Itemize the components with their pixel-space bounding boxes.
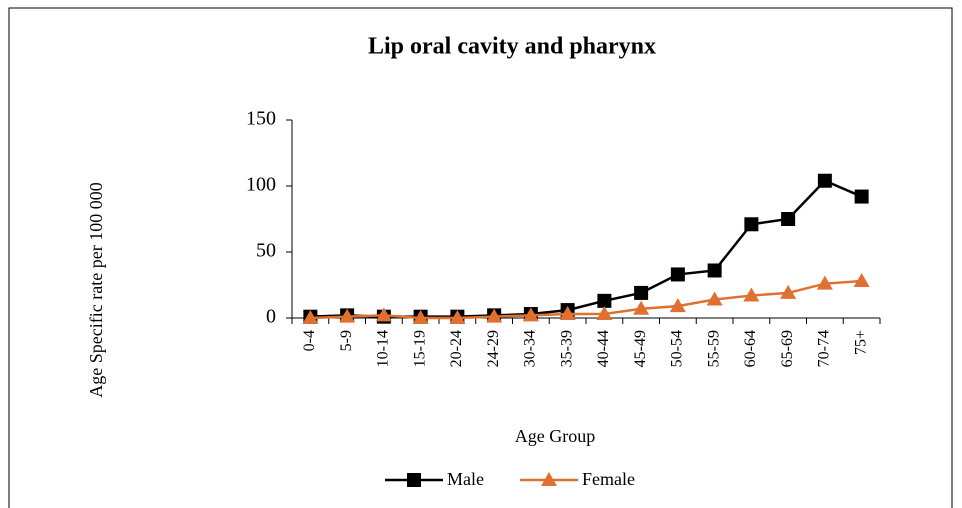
marker <box>816 275 833 290</box>
marker <box>559 306 576 321</box>
marker <box>706 291 723 306</box>
marker <box>449 310 466 324</box>
x-tick-label: 55-59 <box>705 330 722 367</box>
marker <box>633 300 650 315</box>
marker <box>669 298 686 313</box>
marker <box>302 310 319 324</box>
marker <box>817 173 832 188</box>
frame <box>8 7 953 508</box>
marker <box>670 267 685 282</box>
x-tick-label: 15-19 <box>411 330 428 367</box>
marker <box>597 293 612 308</box>
legend-label: Female <box>582 469 635 489</box>
legend-label: Male <box>447 469 484 489</box>
x-tick-label: 24-29 <box>485 330 502 367</box>
x-tick-label: 0-4 <box>301 330 318 351</box>
x-tick-label: 35-39 <box>558 330 575 367</box>
line <box>310 279 862 320</box>
x-tick-label: 75+ <box>852 330 869 355</box>
x-tick-label: 45-49 <box>632 330 649 367</box>
marker <box>707 263 722 278</box>
marker <box>780 284 797 299</box>
y-axis-title: Age Specific rate per 100 000 <box>86 182 106 397</box>
marker <box>375 307 392 322</box>
marker <box>541 472 557 486</box>
y-tick-label: 100 <box>246 174 276 196</box>
y-tick-label: 50 <box>256 240 276 262</box>
marker <box>412 310 429 324</box>
marker <box>486 308 503 323</box>
y-tick-label: 150 <box>246 108 276 130</box>
marker <box>634 285 649 300</box>
x-axis-title: Age Group <box>515 426 595 446</box>
marker <box>339 308 356 323</box>
marker <box>781 212 796 226</box>
x-tick-label: 5-9 <box>338 330 355 351</box>
y-tick-label: 0 <box>266 306 276 328</box>
marker <box>853 273 870 288</box>
x-tick-label: 20-24 <box>448 330 465 367</box>
marker <box>522 307 539 322</box>
x-tick-label: 40-44 <box>595 330 612 367</box>
line <box>310 179 863 318</box>
chart-title: Lip oral cavity and pharynx <box>368 34 656 60</box>
marker <box>743 287 760 302</box>
x-tick-label: 60-64 <box>742 330 759 367</box>
marker <box>854 189 869 204</box>
marker <box>407 473 421 487</box>
x-tick-label: 30-34 <box>522 330 539 367</box>
x-tick-label: 70-74 <box>816 330 833 367</box>
x-tick-label: 10-14 <box>375 330 392 367</box>
x-tick-label: 65-69 <box>779 330 796 367</box>
marker <box>744 217 759 232</box>
x-tick-label: 50-54 <box>669 330 686 367</box>
marker <box>596 306 613 321</box>
